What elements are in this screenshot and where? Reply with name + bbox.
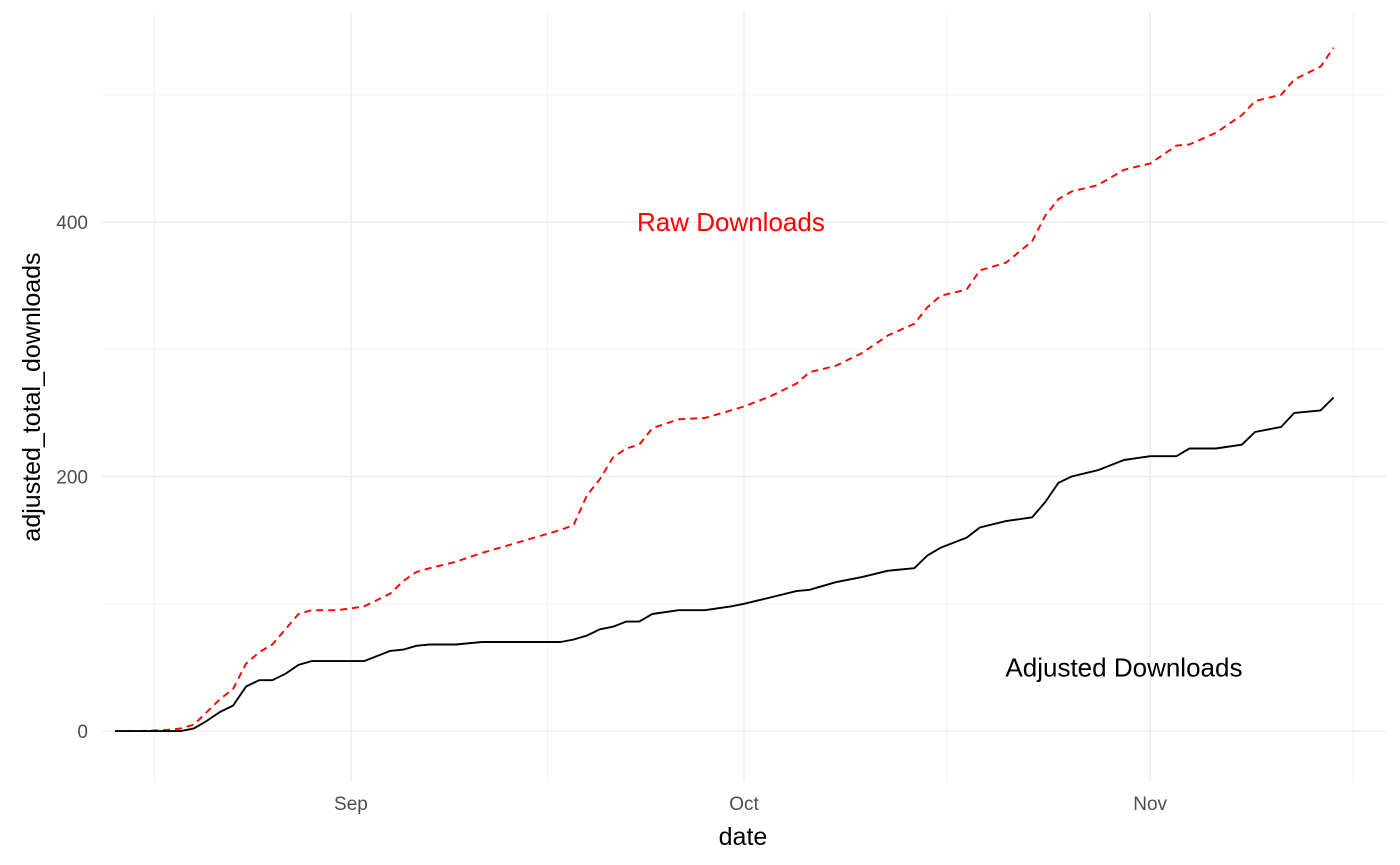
annotation-raw-downloads: Raw Downloads xyxy=(637,207,825,237)
y-tick-label: 0 xyxy=(77,722,88,743)
y-tick-label: 400 xyxy=(56,213,88,234)
series-layer xyxy=(115,47,1335,733)
x-tick-label: Sep xyxy=(334,794,368,815)
x-tick-label: Oct xyxy=(729,794,759,815)
series-line-raw-downloads xyxy=(115,47,1335,733)
x-axis-title: date xyxy=(719,823,768,851)
annotation-layer: Raw Downloads Adjusted Downloads xyxy=(637,207,1243,682)
y-axis-title: adjusted_total_downloads xyxy=(18,252,46,541)
x-tick-label: Nov xyxy=(1133,794,1167,815)
annotation-adjusted-downloads: Adjusted Downloads xyxy=(1005,652,1242,682)
y-tick-label: 200 xyxy=(56,468,88,489)
x-axis-ticks: Sep Oct Nov xyxy=(334,794,1168,815)
series-line-adjusted-downloads xyxy=(115,396,1335,733)
y-axis-ticks: 0 200 400 xyxy=(56,213,88,743)
major-gridlines xyxy=(102,12,1386,782)
